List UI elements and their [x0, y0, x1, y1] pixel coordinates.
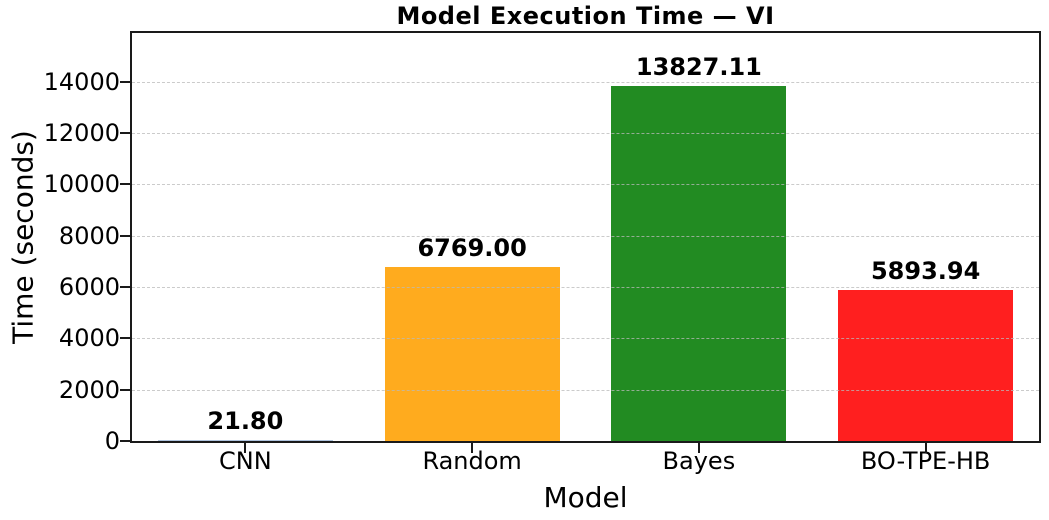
y-tick-mark [120, 440, 130, 442]
x-tick-label: Bayes [662, 447, 736, 475]
y-tick-label: 8000 [58, 221, 120, 250]
y-gridline [132, 81, 1039, 83]
x-tick-mark [924, 443, 927, 453]
bar-bayes [611, 86, 787, 441]
y-tick-mark [120, 80, 130, 83]
plot-area: 0 2000 4000 6000 8000 10000 12000 14000 21.80 CNN… [44, 31, 1041, 473]
y-gridline [132, 338, 1039, 340]
y-tick-label: 0 [104, 427, 120, 455]
y-gridline [132, 389, 1039, 391]
x-tick-mark [697, 443, 700, 453]
y-tick-label: 14000 [43, 67, 120, 96]
y-gridline [132, 235, 1039, 237]
y-tick-mark [120, 234, 130, 237]
y-tick-label: 6000 [58, 273, 120, 302]
chart-title: Model Execution Time — VI [396, 2, 775, 30]
bar-value-label: 5893.94 [870, 256, 981, 285]
bar-value-label: 13827.11 [635, 53, 762, 82]
y-tick-mark [120, 132, 130, 135]
bar-cnn [157, 440, 333, 441]
y-axis-label: Time (seconds) [6, 130, 40, 344]
bar-bo-tpe-hb [838, 289, 1014, 441]
bar-value-label: 21.80 [207, 407, 284, 435]
bar-value-label: 6769.00 [417, 234, 527, 263]
bar-random [384, 267, 560, 441]
y-gridline [132, 133, 1039, 135]
x-axis-label: Model [543, 481, 628, 514]
y-tick-label: 10000 [43, 170, 120, 199]
y-tick-mark [120, 286, 130, 289]
x-tick-mark [244, 443, 247, 453]
y-tick-mark [120, 337, 130, 340]
y-tick-mark [120, 388, 130, 391]
x-tick-label: CNN [219, 447, 272, 475]
y-gridline [132, 184, 1039, 186]
y-tick-label: 2000 [58, 375, 120, 404]
y-gridline [132, 287, 1039, 289]
y-tick-mark [120, 183, 130, 186]
x-tick-mark [471, 443, 474, 453]
x-tick-label: BO-TPE-HB [860, 447, 991, 475]
y-tick-label: 4000 [58, 324, 120, 353]
y-tick-label: 12000 [43, 119, 120, 148]
x-tick-label: Random [422, 447, 522, 475]
